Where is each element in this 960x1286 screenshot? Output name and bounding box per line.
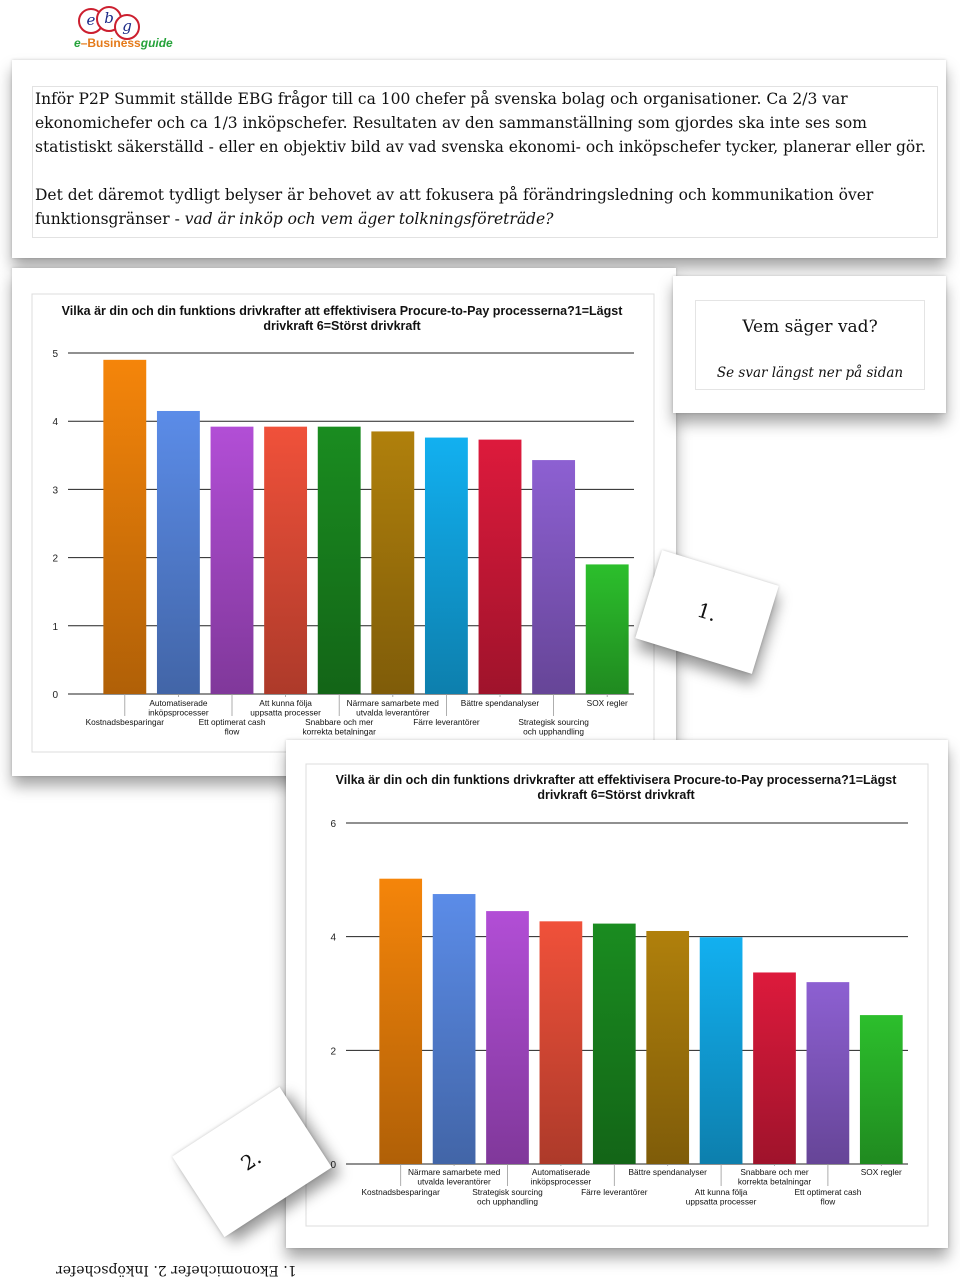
note-1-label: 1. <box>694 597 720 627</box>
bar <box>424 437 468 694</box>
category-label: Snabbare och mer <box>740 1167 808 1177</box>
y-tick-label: 2 <box>330 1046 336 1057</box>
intro-paragraph-2-question: vad är inköp och vem äger tolkningsföret… <box>184 210 554 228</box>
bar <box>478 439 522 694</box>
y-tick-label: 0 <box>52 690 58 701</box>
category-label: Automatiserade <box>149 698 207 708</box>
bar <box>210 426 254 694</box>
category-label: Strategisk sourcing <box>518 717 589 727</box>
logo-word-tail: guide <box>140 36 173 50</box>
vem-sager-vad-card: Vem säger vad? Se svar längst ner på sid… <box>673 276 946 413</box>
bar <box>532 460 576 694</box>
intro-card: Inför P2P Summit ställde EBG frågor till… <box>12 60 946 258</box>
ebg-logo: e b g e–Businessguide <box>74 6 184 52</box>
bar <box>859 1015 903 1164</box>
logo-letter-b: b <box>96 6 122 32</box>
bar <box>806 982 850 1164</box>
category-label: Närmare samarbete med <box>408 1167 501 1177</box>
bar <box>646 930 690 1164</box>
category-label: Strategisk sourcing <box>472 1187 543 1197</box>
category-label: och upphandling <box>477 1197 538 1207</box>
category-label: SOX regler <box>587 698 628 708</box>
bar <box>585 564 629 694</box>
category-label: korrekta betalningar <box>303 727 377 737</box>
vem-sager-vad-title: Vem säger vad? <box>742 317 878 337</box>
chart-title-line: drivkraft 6=Störst drivkraft <box>537 788 695 802</box>
vem-sager-vad-box: Vem säger vad? Se svar längst ner på sid… <box>695 300 925 390</box>
y-tick-label: 4 <box>330 933 336 944</box>
note-2-label: 2. <box>236 1145 266 1176</box>
logo-word-main: Business <box>87 36 141 50</box>
category-label: uppsatta processer <box>686 1197 757 1207</box>
bar <box>539 921 583 1164</box>
category-label: Snabbare och mer <box>305 717 373 727</box>
upside-down-caption: 1. Ekonomichefer 2. Inköpschefer <box>56 1262 297 1278</box>
bar <box>317 426 361 694</box>
category-label: uppsatta processer <box>250 708 321 718</box>
category-label: SOX regler <box>861 1167 902 1177</box>
category-label: Att kunna följa <box>695 1187 748 1197</box>
category-label: Kostnadsbesparingar <box>361 1187 440 1197</box>
intro-paragraph-2: Det det däremot tydligt belyser är behov… <box>33 183 937 231</box>
y-tick-label: 4 <box>52 417 58 428</box>
category-label: korrekta betalningar <box>738 1177 812 1187</box>
bar <box>432 894 476 1164</box>
bar <box>379 878 423 1164</box>
y-tick-label: 6 <box>330 819 336 830</box>
category-label: inköpsprocesser <box>531 1177 592 1187</box>
y-tick-label: 0 <box>330 1160 336 1171</box>
category-label: Färre leverantörer <box>581 1187 648 1197</box>
intro-paragraph-1: Inför P2P Summit ställde EBG frågor till… <box>35 90 926 156</box>
bar <box>264 426 308 694</box>
category-label: Att kunna följa <box>259 698 312 708</box>
category-label: flow <box>821 1197 837 1207</box>
category-label: och upphandling <box>523 727 584 737</box>
bar <box>486 911 529 1164</box>
chart-1: Vilka är din och din funktions drivkraft… <box>31 293 655 753</box>
category-label: Automatiserade <box>532 1167 590 1177</box>
y-tick-label: 3 <box>52 485 58 496</box>
bar <box>156 410 200 694</box>
category-label: utvalda leverantörer <box>417 1177 491 1187</box>
category-label: Bättre spendanalyser <box>628 1167 707 1177</box>
logo-prefix: e <box>74 36 81 50</box>
chart-1-card: Vilka är din och din funktions drivkraft… <box>12 268 676 776</box>
category-label: Ett optimerat cash <box>794 1187 861 1197</box>
y-tick-label: 2 <box>52 554 58 565</box>
bar <box>592 923 636 1164</box>
chart-2-card: Vilka är din och din funktions drivkraft… <box>286 740 948 1248</box>
category-label: Bättre spendanalyser <box>461 698 540 708</box>
intro-text-box: Inför P2P Summit ställde EBG frågor till… <box>32 86 938 238</box>
category-label: Kostnadsbesparingar <box>86 717 165 727</box>
y-tick-label: 1 <box>52 622 58 633</box>
category-label: flow <box>225 727 241 737</box>
category-label: inköpsprocesser <box>148 708 209 718</box>
chart-title-line: drivkraft 6=Störst drivkraft <box>263 319 421 333</box>
intro-paragraph-2-text: Det det däremot tydligt belyser är behov… <box>35 186 874 228</box>
logo-wordmark: e–Businessguide <box>74 36 173 50</box>
bar <box>699 937 743 1164</box>
category-label: Färre leverantörer <box>413 717 480 727</box>
chart-title-line: Vilka är din och din funktions drivkraft… <box>62 304 624 318</box>
category-label: utvalda leverantörer <box>356 708 430 718</box>
category-label: Ett optimerat cash <box>199 717 266 727</box>
bar <box>371 431 415 694</box>
bar <box>753 972 796 1164</box>
y-tick-label: 5 <box>52 349 58 360</box>
chart-title-line: Vilka är din och din funktions drivkraft… <box>336 773 898 787</box>
category-label: Närmare samarbete med <box>347 698 440 708</box>
bar <box>103 359 147 694</box>
logo-dash: – <box>80 36 88 50</box>
chart-2: Vilka är din och din funktions drivkraft… <box>305 763 929 1227</box>
logo-letter-g: g <box>114 14 140 40</box>
vem-sager-vad-subtitle: Se svar längst ner på sidan <box>716 365 904 381</box>
